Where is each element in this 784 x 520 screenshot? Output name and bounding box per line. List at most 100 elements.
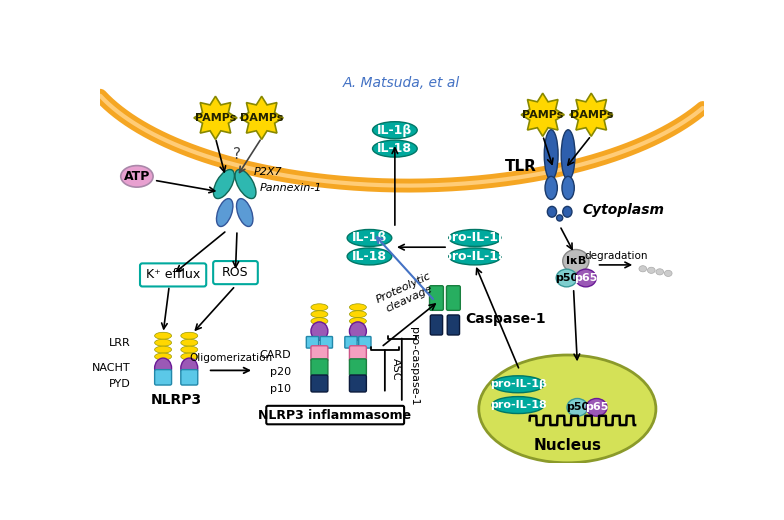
Ellipse shape — [561, 130, 575, 180]
Text: pro-IL-18: pro-IL-18 — [490, 400, 546, 410]
FancyBboxPatch shape — [307, 336, 318, 348]
Text: degradation: degradation — [584, 252, 648, 262]
Text: p65: p65 — [574, 273, 597, 283]
Ellipse shape — [492, 376, 544, 393]
Text: PAMPs: PAMPs — [195, 113, 236, 123]
Ellipse shape — [235, 170, 256, 199]
FancyBboxPatch shape — [430, 315, 443, 335]
Text: p50: p50 — [555, 273, 578, 283]
Ellipse shape — [562, 176, 574, 200]
FancyBboxPatch shape — [430, 285, 444, 310]
Text: p50: p50 — [566, 402, 589, 412]
Ellipse shape — [448, 248, 501, 265]
Text: IL-18: IL-18 — [377, 142, 412, 155]
Text: ATP: ATP — [124, 170, 150, 183]
FancyBboxPatch shape — [345, 336, 358, 348]
Text: pro-IL-18: pro-IL-18 — [443, 250, 506, 263]
FancyBboxPatch shape — [320, 336, 332, 348]
Text: ROS: ROS — [222, 266, 249, 279]
Text: Caspase-1: Caspase-1 — [466, 312, 546, 326]
Ellipse shape — [347, 229, 392, 246]
FancyBboxPatch shape — [350, 346, 366, 361]
Ellipse shape — [154, 353, 172, 360]
Text: DAMPs: DAMPs — [569, 110, 613, 120]
FancyBboxPatch shape — [267, 406, 404, 424]
Text: A. Matsuda, et al: A. Matsuda, et al — [343, 76, 460, 90]
Text: IκB: IκB — [566, 256, 586, 266]
FancyBboxPatch shape — [181, 370, 198, 385]
Ellipse shape — [656, 269, 663, 275]
Text: pro-caspase-1: pro-caspase-1 — [409, 327, 419, 406]
Text: pro-IL-1β: pro-IL-1β — [490, 379, 546, 389]
Ellipse shape — [347, 248, 392, 265]
Text: p20: p20 — [270, 367, 291, 377]
Ellipse shape — [237, 199, 253, 227]
Ellipse shape — [311, 304, 328, 311]
Ellipse shape — [448, 229, 501, 246]
Ellipse shape — [547, 206, 557, 217]
Text: ASC: ASC — [391, 358, 401, 380]
FancyBboxPatch shape — [213, 261, 258, 284]
FancyBboxPatch shape — [358, 336, 371, 348]
FancyBboxPatch shape — [311, 346, 328, 361]
Ellipse shape — [575, 269, 596, 287]
Ellipse shape — [121, 165, 153, 187]
Polygon shape — [240, 96, 283, 139]
Ellipse shape — [545, 176, 557, 200]
Ellipse shape — [154, 332, 172, 339]
Text: pro-IL-1β: pro-IL-1β — [443, 231, 507, 244]
Text: CARD: CARD — [260, 350, 291, 360]
Ellipse shape — [154, 339, 172, 346]
Ellipse shape — [311, 311, 328, 318]
Ellipse shape — [648, 267, 655, 274]
Text: NLRP3 inflammasome: NLRP3 inflammasome — [258, 409, 412, 422]
Ellipse shape — [350, 304, 366, 311]
Text: Cytoplasm: Cytoplasm — [583, 203, 665, 217]
Ellipse shape — [492, 397, 544, 413]
Ellipse shape — [181, 346, 198, 353]
FancyBboxPatch shape — [311, 375, 328, 392]
Ellipse shape — [181, 358, 198, 378]
Ellipse shape — [544, 130, 558, 180]
FancyBboxPatch shape — [350, 359, 366, 376]
Ellipse shape — [586, 398, 607, 416]
Ellipse shape — [372, 140, 417, 157]
Ellipse shape — [181, 339, 198, 346]
Ellipse shape — [350, 322, 366, 341]
Text: ?: ? — [233, 147, 241, 162]
Text: IL-1β: IL-1β — [352, 231, 387, 244]
Text: NLRP3: NLRP3 — [151, 393, 201, 407]
Text: Pannexin-1: Pannexin-1 — [260, 183, 321, 193]
Ellipse shape — [181, 353, 198, 360]
Text: LRR: LRR — [109, 339, 131, 348]
Polygon shape — [521, 93, 564, 136]
Text: Oligomerization: Oligomerization — [189, 353, 272, 363]
Polygon shape — [570, 93, 613, 136]
Text: P2X7: P2X7 — [254, 167, 282, 177]
Ellipse shape — [556, 269, 577, 287]
FancyBboxPatch shape — [154, 370, 172, 385]
Ellipse shape — [311, 322, 328, 341]
Ellipse shape — [372, 122, 417, 139]
FancyBboxPatch shape — [140, 263, 206, 287]
Text: K⁺ efflux: K⁺ efflux — [146, 268, 200, 281]
Text: IL-18: IL-18 — [352, 250, 387, 263]
FancyBboxPatch shape — [350, 375, 366, 392]
Ellipse shape — [216, 199, 233, 227]
Ellipse shape — [563, 206, 572, 217]
Ellipse shape — [311, 318, 328, 324]
Polygon shape — [194, 96, 237, 139]
Text: Proteolytic
cleavage: Proteolytic cleavage — [375, 271, 438, 316]
Text: TLR: TLR — [505, 159, 536, 174]
Ellipse shape — [664, 270, 672, 277]
FancyBboxPatch shape — [446, 285, 460, 310]
Ellipse shape — [557, 215, 563, 221]
Ellipse shape — [639, 266, 647, 272]
Text: PYD: PYD — [109, 379, 131, 389]
Ellipse shape — [154, 346, 172, 353]
FancyBboxPatch shape — [311, 359, 328, 376]
Ellipse shape — [213, 170, 234, 199]
Ellipse shape — [567, 398, 588, 416]
Text: NACHT: NACHT — [93, 363, 131, 373]
Text: p65: p65 — [585, 402, 608, 412]
